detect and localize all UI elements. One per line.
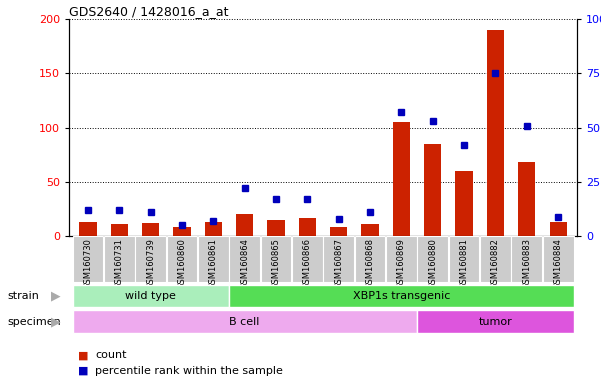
Text: wild type: wild type: [125, 291, 176, 301]
Bar: [198, 236, 228, 282]
Text: ▶: ▶: [51, 315, 61, 328]
Text: count: count: [95, 350, 126, 360]
Text: percentile rank within the sample: percentile rank within the sample: [95, 366, 283, 376]
Text: ■: ■: [78, 350, 88, 360]
Text: ■: ■: [78, 366, 88, 376]
Bar: [104, 236, 135, 282]
Text: GSM160731: GSM160731: [115, 238, 124, 289]
Text: GSM160867: GSM160867: [334, 238, 343, 289]
Bar: [135, 236, 166, 282]
Bar: [236, 214, 253, 236]
Text: ▶: ▶: [51, 290, 61, 302]
Text: strain: strain: [8, 291, 40, 301]
Bar: [230, 285, 573, 307]
Text: specimen: specimen: [8, 316, 61, 327]
Text: GSM160882: GSM160882: [491, 238, 500, 289]
Bar: [543, 236, 573, 282]
Bar: [487, 30, 504, 236]
Bar: [511, 236, 542, 282]
Bar: [323, 236, 354, 282]
Bar: [261, 236, 291, 282]
Bar: [518, 162, 535, 236]
Text: GSM160880: GSM160880: [429, 238, 438, 289]
Bar: [173, 227, 191, 236]
Bar: [299, 218, 316, 236]
Bar: [73, 236, 103, 282]
Bar: [73, 285, 228, 307]
Bar: [166, 236, 197, 282]
Text: GSM160868: GSM160868: [365, 238, 374, 289]
Bar: [456, 171, 473, 236]
Text: GSM160869: GSM160869: [397, 238, 406, 289]
Text: GSM160739: GSM160739: [146, 238, 155, 289]
Bar: [449, 236, 480, 282]
Text: GSM160883: GSM160883: [522, 238, 531, 289]
Text: tumor: tumor: [478, 316, 512, 327]
Text: GSM160865: GSM160865: [272, 238, 281, 289]
Bar: [549, 222, 567, 236]
Text: GSM160864: GSM160864: [240, 238, 249, 289]
Bar: [330, 227, 347, 236]
Bar: [418, 310, 573, 333]
Bar: [205, 222, 222, 236]
Bar: [267, 220, 285, 236]
Text: GSM160730: GSM160730: [84, 238, 93, 289]
Text: XBP1s transgenic: XBP1s transgenic: [353, 291, 450, 301]
Bar: [79, 222, 97, 236]
Text: GSM160860: GSM160860: [177, 238, 186, 289]
Bar: [355, 236, 385, 282]
Text: GDS2640 / 1428016_a_at: GDS2640 / 1428016_a_at: [69, 5, 228, 18]
Bar: [73, 310, 416, 333]
Bar: [480, 236, 511, 282]
Bar: [230, 236, 260, 282]
Bar: [361, 224, 379, 236]
Text: GSM160884: GSM160884: [554, 238, 563, 289]
Bar: [142, 223, 159, 236]
Text: GSM160866: GSM160866: [303, 238, 312, 289]
Bar: [418, 236, 448, 282]
Bar: [292, 236, 323, 282]
Text: B cell: B cell: [230, 316, 260, 327]
Bar: [424, 144, 441, 236]
Bar: [111, 224, 128, 236]
Text: GSM160861: GSM160861: [209, 238, 218, 289]
Bar: [386, 236, 416, 282]
Bar: [393, 122, 410, 236]
Text: GSM160881: GSM160881: [460, 238, 469, 289]
